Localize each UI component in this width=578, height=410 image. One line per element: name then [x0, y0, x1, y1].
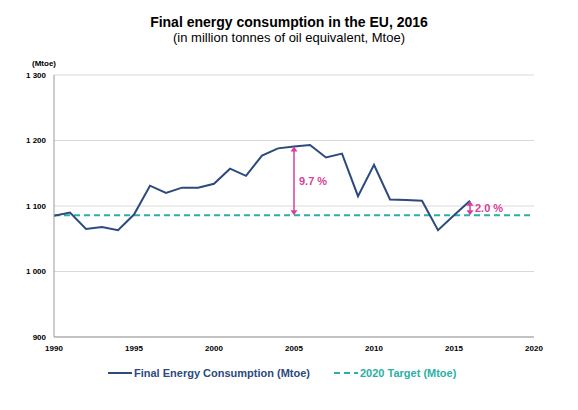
html-text:Final energy consumption in th: Final energy consumption in the EU, 2016	[150, 14, 428, 30]
svg-text:9.7 %: 9.7 %	[299, 175, 327, 187]
svg-text:2020: 2020	[525, 344, 543, 353]
svg-text:2.0 %: 2.0 %	[475, 202, 503, 214]
svg-text:2010: 2010	[365, 344, 383, 353]
html-text:(in million tonnes of oil equi: (in million tonnes of oil equivalent, Mt…	[173, 30, 405, 45]
html-text:2020 Target (Mtoe): 2020 Target (Mtoe)	[360, 367, 457, 379]
svg-text:1 300: 1 300	[26, 71, 47, 80]
html-text:Final Energy Consumption (Mtoe: Final Energy Consumption (Mtoe)	[134, 367, 310, 379]
svg-text:2015: 2015	[445, 344, 463, 353]
svg-text:900: 900	[33, 333, 47, 342]
svg-text:1 000: 1 000	[26, 267, 47, 276]
svg-text:1 100: 1 100	[26, 202, 47, 211]
svg-text:2000: 2000	[205, 344, 223, 353]
svg-text:1 200: 1 200	[26, 136, 47, 145]
svg-text:2005: 2005	[285, 344, 303, 353]
svg-text:1990: 1990	[45, 344, 63, 353]
svg-text:1995: 1995	[125, 344, 143, 353]
html-text:(Mtoe): (Mtoe)	[32, 59, 56, 68]
